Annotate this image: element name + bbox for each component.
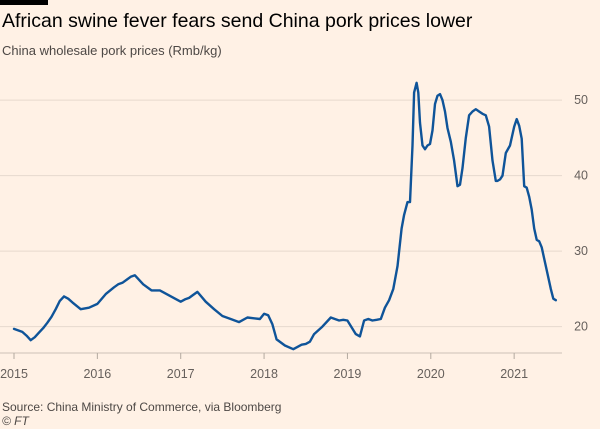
x-tick-label-2020: 2020: [417, 367, 445, 381]
ft-credit: © FT: [2, 414, 29, 428]
y-tick-label-20: 20: [574, 320, 588, 334]
chart-title: African swine fever fears send China por…: [2, 10, 473, 32]
y-tick-label-40: 40: [574, 169, 588, 183]
x-tick-label-2021: 2021: [500, 367, 528, 381]
x-tick-label-2016: 2016: [83, 367, 111, 381]
y-tick-label-30: 30: [574, 244, 588, 258]
grid-lines: [0, 99, 562, 328]
ft-accent-bar: [0, 0, 48, 5]
x-tick-label-2019: 2019: [334, 367, 362, 381]
x-tick-label-2018: 2018: [250, 367, 278, 381]
x-tick-label-2017: 2017: [167, 367, 195, 381]
x-axis: 2015 2016 2017 2018 2019 2020 2021: [0, 352, 562, 381]
y-axis: 20 30 40 50: [574, 93, 588, 333]
series-line-0: [12, 81, 557, 351]
x-tick-label-2015: 2015: [0, 367, 28, 381]
chart-subtitle: China wholesale pork prices (Rmb/kg): [2, 43, 222, 58]
series-layer: [12, 81, 557, 351]
source-note: Source: China Ministry of Commerce, via …: [2, 400, 282, 414]
y-tick-label-50: 50: [574, 93, 588, 107]
